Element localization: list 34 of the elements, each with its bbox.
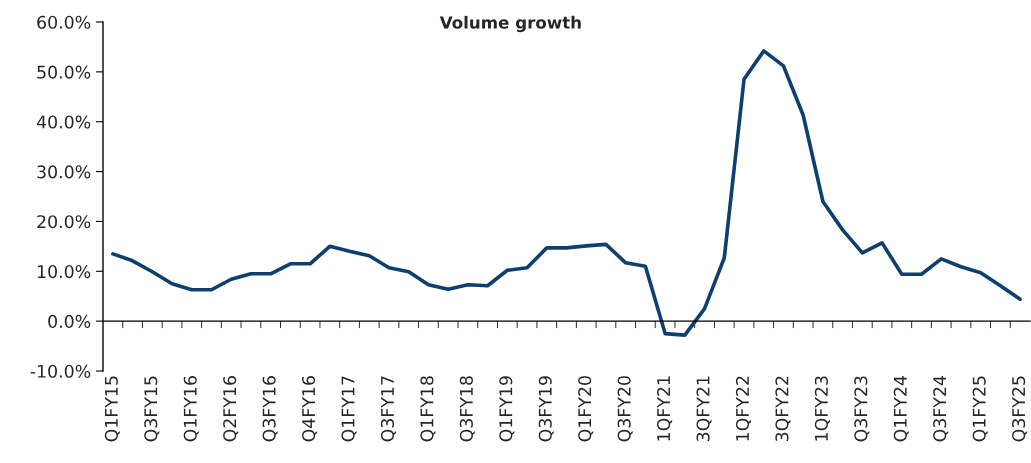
x-tick-label: 1QFY23	[814, 376, 830, 441]
x-tick-label: 3QFY22	[775, 376, 791, 442]
y-tick-label: 0.0%	[48, 314, 91, 328]
x-tick-label: Q2FY16	[223, 376, 239, 442]
x-tick-label: Q1FY19	[499, 376, 515, 442]
y-tick-label: -10.0%	[30, 364, 91, 378]
chart-title: Volume growth	[439, 15, 581, 33]
y-tick-label: 30.0%	[37, 165, 91, 179]
x-tick-label: Q1FY24	[893, 375, 909, 442]
y-tick-label: 20.0%	[37, 215, 91, 229]
x-tick-label: Q1FY18	[420, 376, 436, 442]
x-tick-label: Q1FY16	[183, 376, 199, 442]
y-tick-label: 60.0%	[37, 15, 91, 29]
x-tick-label: Q1FY25	[972, 376, 988, 442]
x-tick-label: Q1FY15	[104, 376, 120, 442]
x-tick-label: 1QFY22	[735, 376, 752, 441]
x-tick-label: Q1FY20	[578, 376, 594, 442]
y-tick-label: 10.0%	[37, 265, 91, 279]
x-tick-label: 1QFY21	[657, 376, 673, 441]
x-tick-label: Q3FY23	[854, 376, 870, 442]
y-tick-label: 50.0%	[37, 65, 91, 79]
x-tick-label: Q4FY16	[302, 376, 318, 442]
x-tick-label: Q1FY17	[341, 376, 357, 442]
x-tick-label: Q3FY18	[459, 376, 475, 442]
x-tick-label: Q3FY19	[538, 376, 554, 442]
x-tick-label: Q3FY24	[933, 375, 949, 442]
x-tick-label: Q3FY16	[262, 376, 278, 442]
x-tick-label: 3QFY21	[696, 376, 712, 442]
y-tick-label: 40.0%	[36, 115, 91, 129]
x-tick-label: Q3FY25	[1012, 376, 1028, 442]
x-tick-label: Q3FY20	[617, 376, 633, 442]
x-tick-label: Q3FY15	[144, 376, 160, 442]
x-tick-label: Q3FY17	[380, 376, 397, 442]
line-series	[111, 49, 1022, 337]
